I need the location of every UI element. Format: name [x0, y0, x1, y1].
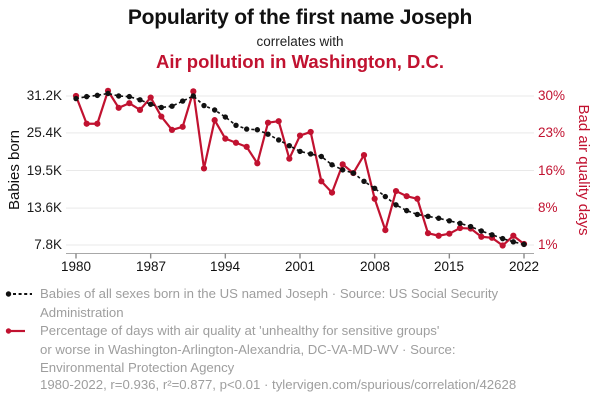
x-axis-tick: 2001 [284, 259, 316, 274]
right-axis-tick: 16% [538, 163, 566, 178]
right-axis-tick: 8% [538, 200, 558, 215]
x-axis-tick: 2022 [508, 259, 540, 274]
chart-secondary-title: Air pollution in Washington, D.C. [155, 51, 445, 72]
x-axis-tick: 1994 [209, 259, 241, 274]
legend-marker-red-solid-icon [5, 328, 25, 334]
legend-item-air-quality: Percentage of days with air quality at '… [5, 322, 595, 378]
right-axis-tick: 23% [538, 125, 566, 140]
right-axis-tick: 30% [538, 88, 566, 103]
x-axis-tick: 2008 [359, 259, 391, 274]
left-axis-tick: 19.5K [26, 163, 62, 178]
x-axis-tick: 1987 [135, 259, 167, 274]
legend-item-babies: Babies of all sexes born in the US named… [5, 285, 595, 322]
page-title: Popularity of the first name Joseph [127, 6, 473, 29]
stats-footer: 1980-2022, r=0.936, r²=0.877, p<0.01 · t… [40, 377, 517, 392]
legend-label: Babies of all sexes born in the US named… [40, 286, 499, 320]
x-axis-tick: 1980 [60, 259, 92, 274]
left-axis-tick: 13.6K [26, 200, 62, 215]
right-axis-tick: 1% [538, 237, 558, 252]
left-axis-tick: 7.8K [34, 237, 62, 252]
legend-marker-black-dashed-icon [5, 291, 32, 297]
legend-label: Percentage of days with air quality at '… [40, 323, 456, 375]
chart-subtitle: correlates with [256, 34, 344, 49]
x-axis-tick: 2015 [433, 259, 465, 274]
left-axis-tick: 25.4K [26, 125, 62, 140]
left-axis-tick: 31.2K [26, 88, 62, 103]
